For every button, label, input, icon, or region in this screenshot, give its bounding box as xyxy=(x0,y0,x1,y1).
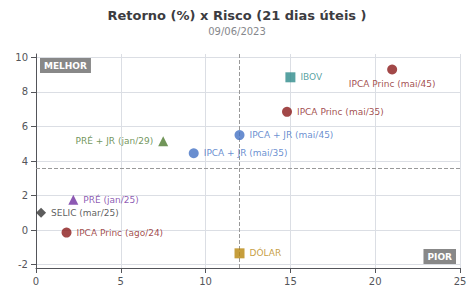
svg-text:IPCA Princ (mai/45): IPCA Princ (mai/45) xyxy=(349,79,436,89)
svg-text:Retorno (%) x Risco (21 dias ú: Retorno (%) x Risco (21 dias úteis ) xyxy=(107,8,366,23)
svg-text:4: 4 xyxy=(22,156,28,167)
svg-text:8: 8 xyxy=(22,86,28,97)
svg-text:5: 5 xyxy=(118,276,124,287)
svg-text:DÓLAR: DÓLAR xyxy=(250,247,282,258)
svg-text:IPCA Princ (ago/24): IPCA Princ (ago/24) xyxy=(77,228,164,238)
svg-text:PRÉ + JR (jan/29): PRÉ + JR (jan/29) xyxy=(76,135,154,146)
svg-text:IBOV: IBOV xyxy=(300,72,323,82)
svg-text:10: 10 xyxy=(199,276,212,287)
svg-text:0: 0 xyxy=(33,276,39,287)
svg-text:0: 0 xyxy=(22,225,28,236)
svg-text:IPCA + JR (mai/35): IPCA + JR (mai/35) xyxy=(204,148,288,158)
svg-text:6: 6 xyxy=(22,121,28,132)
svg-text:MELHOR: MELHOR xyxy=(44,61,87,71)
svg-text:2: 2 xyxy=(22,190,28,201)
svg-text:09/06/2023: 09/06/2023 xyxy=(208,26,266,37)
svg-text:10: 10 xyxy=(15,52,28,63)
svg-text:25: 25 xyxy=(454,276,467,287)
svg-text:IPCA Princ (mai/35): IPCA Princ (mai/35) xyxy=(297,107,384,117)
svg-text:PRÉ (jan/25): PRÉ (jan/25) xyxy=(83,194,138,205)
svg-text:IPCA + JR (mai/45): IPCA + JR (mai/45) xyxy=(250,130,334,140)
svg-text:SELIC (mar/25): SELIC (mar/25) xyxy=(51,208,119,218)
svg-text:15: 15 xyxy=(284,276,297,287)
svg-text:20: 20 xyxy=(369,276,382,287)
svg-text:-2: -2 xyxy=(18,259,28,270)
svg-text:PIOR: PIOR xyxy=(427,252,452,262)
